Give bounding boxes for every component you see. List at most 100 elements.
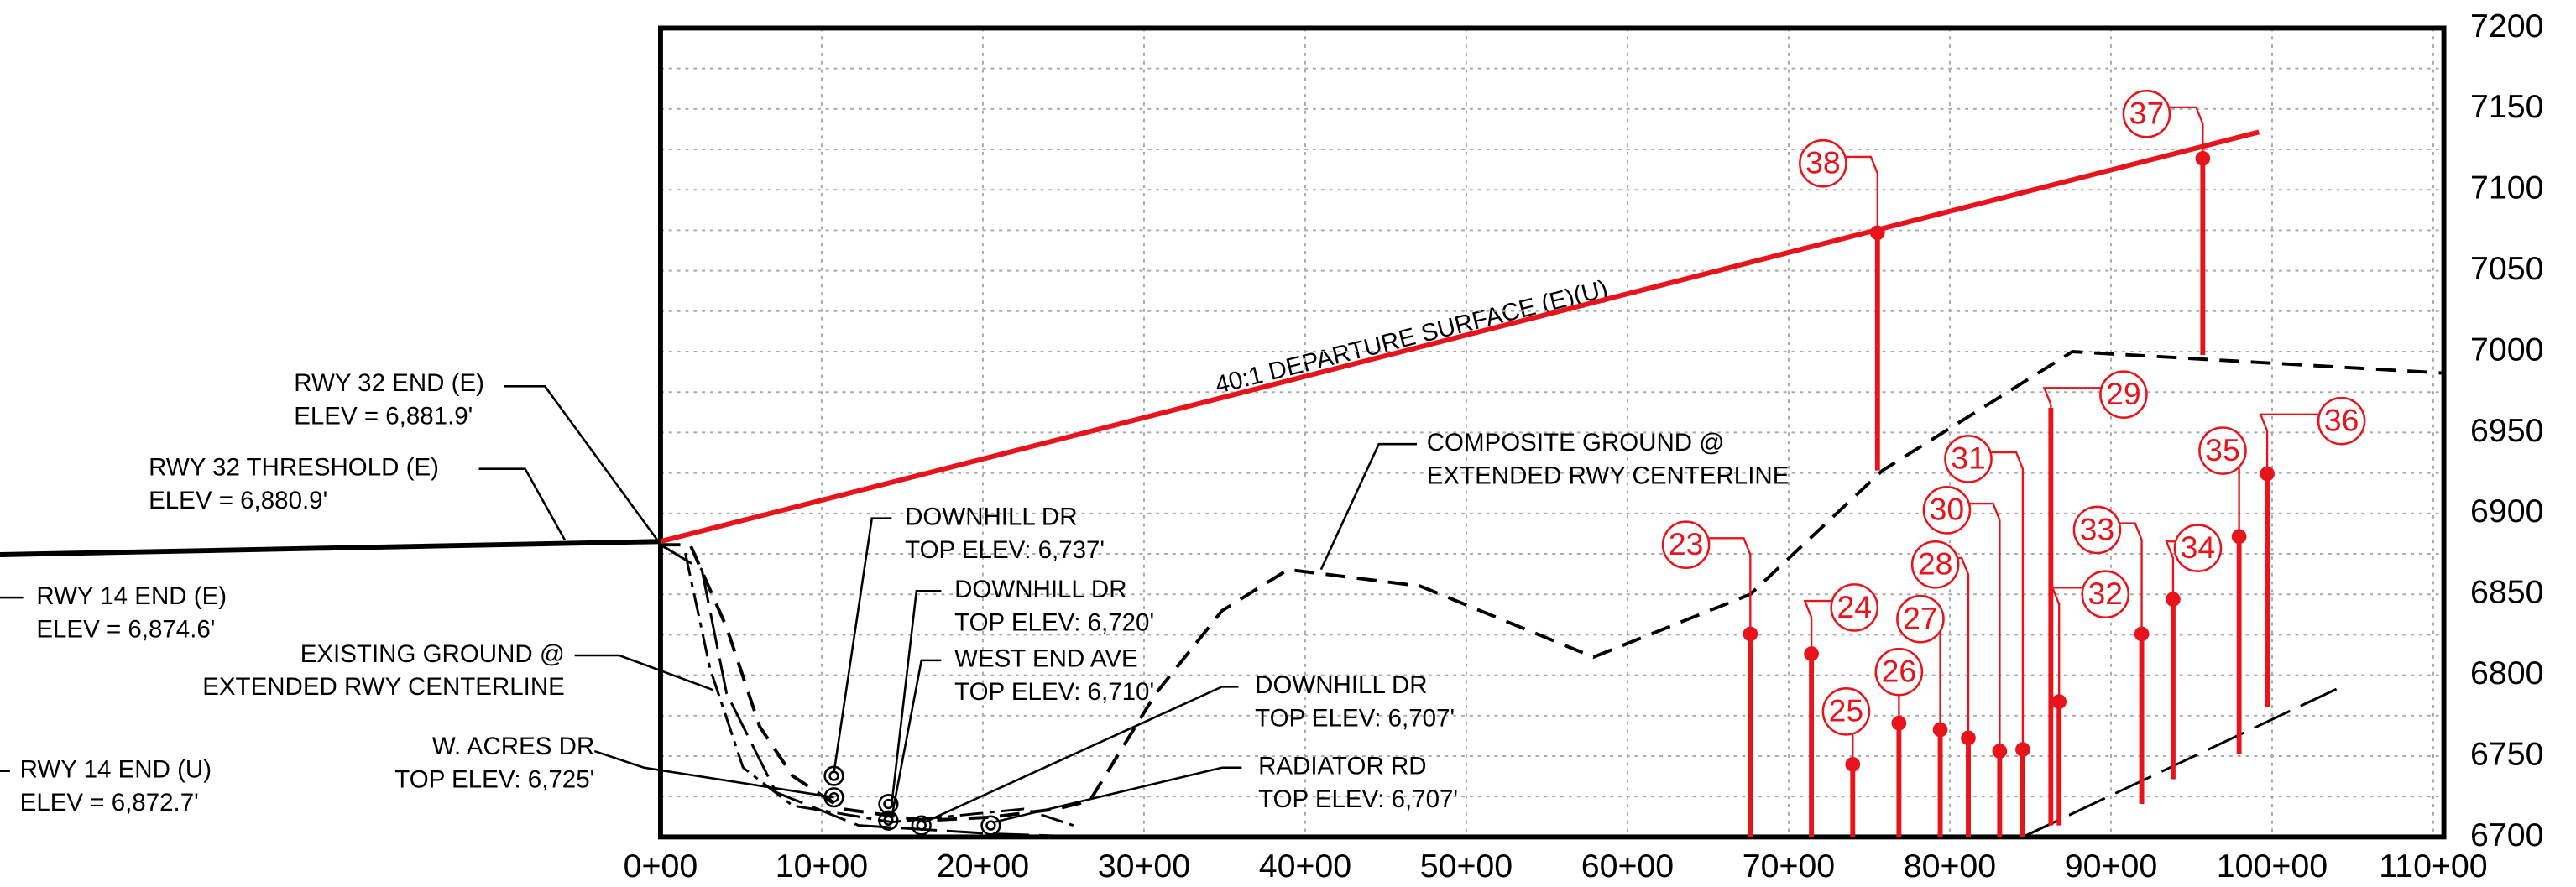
annotation-text: RWY 14 END (E) xyxy=(36,582,227,610)
x-tick-label: 10+00 xyxy=(776,848,868,884)
obstacle-label: 38 xyxy=(1805,145,1841,180)
y-tick-label: 6750 xyxy=(2470,735,2544,772)
obstacle-point xyxy=(2134,626,2150,642)
y-tick-label: 7050 xyxy=(2470,250,2544,287)
obstacle-point xyxy=(1961,730,1976,746)
plot-frame xyxy=(657,25,2447,840)
road-symbol xyxy=(883,815,894,826)
obstacle-label: 34 xyxy=(2181,530,2216,565)
x-tick-label: 20+00 xyxy=(937,848,1029,884)
obstacle-label: 26 xyxy=(1882,654,1917,689)
obstacle-circle xyxy=(1799,138,1847,188)
leader-line xyxy=(833,517,892,773)
leader-line xyxy=(504,385,659,541)
y-tick-label: 6850 xyxy=(2470,574,2544,611)
departure-surface xyxy=(660,129,2260,545)
obstacle-circle xyxy=(1661,520,1711,570)
obstacle-circle xyxy=(1922,486,1972,535)
obstacle-circle xyxy=(1830,583,1879,632)
leader-line xyxy=(1319,442,1417,571)
x-tick-label: 110+00 xyxy=(2379,848,2487,884)
obstacle-circle xyxy=(2099,370,2148,419)
obstacle-circle xyxy=(2122,89,2171,138)
annotation-text: ELEV = 6,872.7' xyxy=(20,789,199,817)
leader-line xyxy=(1846,155,1878,233)
x-tick-label: 80+00 xyxy=(1904,848,1996,884)
annotation-text: ELEV = 6,874.6' xyxy=(36,615,215,643)
road-symbol xyxy=(878,810,899,831)
obstacle-label: 37 xyxy=(2129,96,2165,131)
leader-line xyxy=(2170,106,2204,159)
obstacle-circle xyxy=(2072,505,2122,555)
obstacle-label: 32 xyxy=(2088,576,2124,611)
y-tick-label: 6950 xyxy=(2470,412,2544,449)
obstacle-circle xyxy=(1896,594,1945,644)
annotation-text: ELEV = 6,881.9' xyxy=(294,403,473,430)
road-symbol xyxy=(985,820,996,831)
road-symbol xyxy=(916,820,927,831)
annotation-text: TOP ELEV: 6,707' xyxy=(1258,785,1458,813)
obstacle-point xyxy=(1932,722,1948,738)
obstacle-point xyxy=(2231,529,2247,545)
leader-line xyxy=(2042,387,2147,408)
obstacle-point xyxy=(1743,626,1758,642)
obstacle-circle xyxy=(1874,647,1924,697)
obstacle-label: 36 xyxy=(2324,402,2359,437)
obstacle-point xyxy=(1992,744,2008,759)
y-tick-label: 7100 xyxy=(2470,170,2544,206)
obstacle-circle xyxy=(2198,426,2247,475)
road-symbol xyxy=(878,793,899,815)
y-tick-label: 6700 xyxy=(2470,817,2544,853)
annotation-text: TOP ELEV: 6,720' xyxy=(954,608,1154,636)
leader-line xyxy=(891,659,942,818)
obstacle-label: 23 xyxy=(1669,526,1704,561)
x-tick-label: 40+00 xyxy=(1259,848,1351,884)
obstacle-label: 25 xyxy=(1829,693,1864,728)
x-tick-label: 60+00 xyxy=(1581,848,1674,884)
y-tick-label: 7000 xyxy=(2470,331,2544,368)
annotation-text: WEST END AVE xyxy=(954,645,1138,673)
y-tick-label: 7200 xyxy=(2470,8,2544,44)
y-tick-label: 6900 xyxy=(2470,493,2544,530)
obstacle-point xyxy=(2260,466,2275,482)
x-tick-label: 50+00 xyxy=(1420,848,1513,884)
annotation-text: RWY 32 THRESHOLD (E) xyxy=(149,453,439,481)
leader-line xyxy=(478,467,566,540)
obstacle-point xyxy=(1891,715,1907,731)
runway xyxy=(0,539,661,557)
x-tick-label: 90+00 xyxy=(2065,848,2157,884)
obstacle-circle xyxy=(1910,540,1960,589)
leader-line xyxy=(1991,451,2025,750)
leader-line xyxy=(994,766,1242,823)
obstacle-point xyxy=(2195,151,2211,166)
x-tick-label: 70+00 xyxy=(1743,848,1835,884)
annotation-text: ELEV = 6,880.9' xyxy=(149,487,327,514)
obstacle-label: 29 xyxy=(2106,376,2141,411)
leader-line xyxy=(1958,556,1970,738)
obstacle-point xyxy=(2015,742,2030,757)
leader-line xyxy=(574,654,714,691)
road-symbol xyxy=(911,815,932,836)
obstacle-point xyxy=(1869,225,1885,241)
obstacle-circle xyxy=(2173,524,2223,572)
annotation-text: RWY 32 END (E) xyxy=(294,369,484,397)
annotation-text: EXTENDED RWY CENTERLINE xyxy=(1427,462,1790,489)
obstacle-circle xyxy=(1944,435,1993,483)
obstacle-circle xyxy=(2317,396,2366,446)
obstacle-label: 35 xyxy=(2205,432,2240,467)
obstacle-label: 33 xyxy=(2080,511,2115,546)
obstacle-label: 27 xyxy=(1903,601,1938,636)
ground-right xyxy=(2022,684,2346,838)
annotation-text: TOP ELEV: 6,725' xyxy=(394,765,594,793)
annotation-text: TOP ELEV: 6,737' xyxy=(905,536,1105,564)
obstacle-label: 30 xyxy=(1930,492,1965,527)
annotation-text: DOWNHILL DR xyxy=(1255,671,1427,699)
annotation-text: DOWNHILL DR xyxy=(954,576,1126,603)
leader-line xyxy=(2119,522,2143,634)
annotation-text: TOP ELEV: 6,707' xyxy=(1255,705,1455,733)
annotation-text: EXISTING GROUND @ xyxy=(300,640,565,668)
annotation-text: COMPOSITE GROUND @ xyxy=(1427,429,1724,457)
annotation-text: RADIATOR RD xyxy=(1258,753,1427,780)
annotation-text: W. ACRES DR xyxy=(432,733,594,760)
